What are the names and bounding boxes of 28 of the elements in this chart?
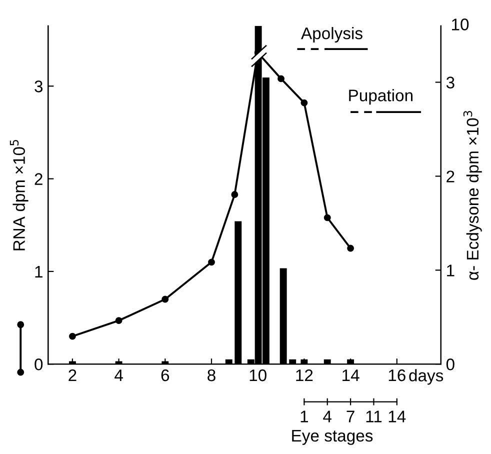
y2-axis-title: α- Ecdysone dpm ×10$^{3}$ — [463, 110, 482, 280]
y-tick-label: 3 — [34, 80, 43, 92]
y-axis-title: RNA dpm ×10$^{5}$ — [10, 140, 28, 250]
x-tick-label: 6 — [161, 369, 170, 382]
y-tick-label: 1 — [35, 266, 42, 278]
text: Eye stages — [292, 430, 373, 445]
x-tick-label: 10 — [250, 369, 266, 382]
y-tick-label: 0 — [34, 358, 43, 370]
annotation: Pupation — [349, 89, 412, 105]
category-label: 11 — [366, 410, 382, 422]
x-tick-label: 16 — [388, 369, 406, 382]
x-tick-label: 8 — [208, 369, 216, 382]
text: 10 — [452, 18, 469, 30]
category-label: 1 — [300, 410, 308, 422]
category-label: 14 — [388, 410, 406, 422]
x-tick-label: 14 — [342, 370, 360, 382]
x-tick-label: 2 — [68, 369, 76, 382]
annotation: Apolysis — [301, 27, 362, 43]
x-tick-label: 4 — [114, 370, 123, 382]
y2-tick-label: 2 — [446, 170, 454, 182]
category-label: 4 — [323, 410, 332, 422]
y2-tick-label: 1 — [447, 264, 454, 276]
y2-tick-label: 3 — [446, 76, 454, 88]
category-label: 7 — [346, 410, 354, 422]
y2-tick-label: 0 — [446, 358, 454, 370]
x-tick-label: 12 — [296, 369, 313, 382]
x-axis-title: days — [409, 369, 444, 385]
y-tick-label: 2 — [34, 173, 42, 185]
